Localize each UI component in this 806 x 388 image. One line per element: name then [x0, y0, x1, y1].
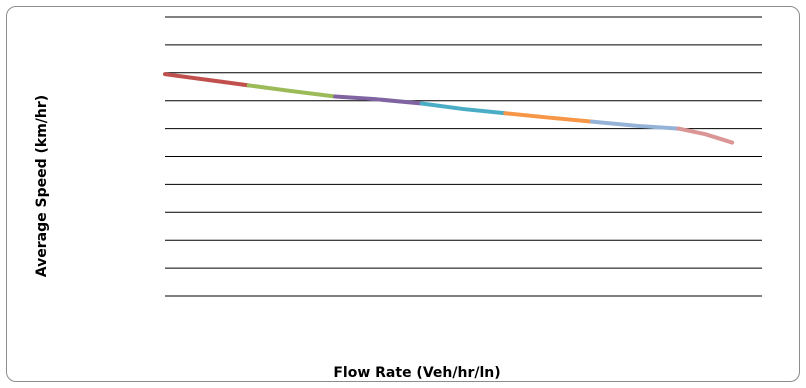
series-line-2 [246, 83, 338, 99]
series-line-1 [163, 72, 251, 88]
x-axis-title: Flow Rate (Veh/hr/ln) [333, 365, 500, 381]
series-line-7 [676, 126, 735, 145]
series-line-4 [419, 101, 508, 116]
series-line-6 [589, 119, 681, 131]
y-axis-title: Average Speed (km/hr) [34, 95, 50, 277]
series-line-3 [333, 94, 424, 106]
gridlines [165, 16, 762, 297]
chart-frame [6, 6, 800, 382]
series-line-5 [503, 111, 594, 124]
series-lines [163, 72, 735, 145]
